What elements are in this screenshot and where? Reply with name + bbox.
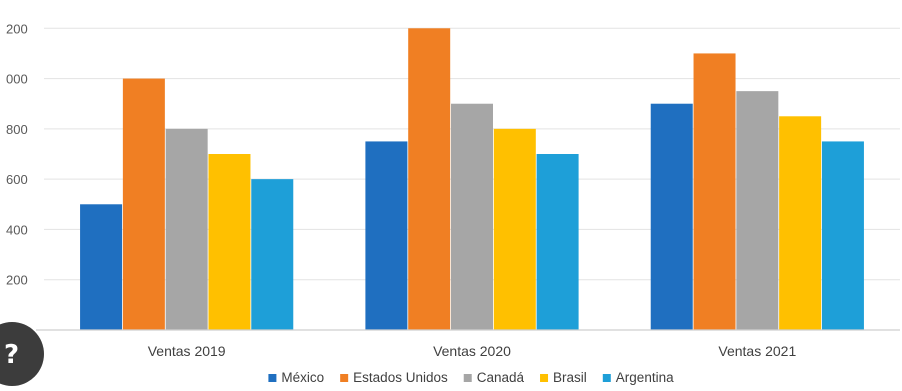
x-category-label: Ventas 2020 [433, 343, 511, 359]
legend-item[interactable]: Estados Unidos [340, 370, 448, 385]
bar-0-3 [208, 154, 251, 330]
legend-label: Argentina [616, 370, 674, 385]
bar-0-4 [251, 179, 294, 330]
legend-swatch [268, 374, 277, 382]
bar-2-3 [779, 116, 822, 331]
help-question-icon[interactable]: ? [0, 322, 44, 391]
question-glyph: ? [4, 340, 20, 370]
bar-1-4 [536, 154, 579, 330]
legend-label: Brasil [553, 370, 587, 385]
bar-0-2 [165, 128, 208, 330]
y-tick-label: 600 [6, 172, 28, 187]
legend-label: México [281, 370, 324, 385]
bar-0-0 [80, 204, 123, 330]
bar-2-0 [650, 103, 693, 330]
legend-swatch [602, 374, 611, 382]
y-tick-label: 200 [6, 273, 28, 288]
legend-item[interactable]: Brasil [540, 370, 587, 385]
y-tick-label: 000 [6, 72, 28, 87]
legend-label: Canadá [477, 370, 525, 385]
bar-2-1 [693, 53, 736, 331]
legend-item[interactable]: Argentina [602, 370, 674, 385]
bar-1-3 [493, 128, 536, 330]
x-category-label: Ventas 2021 [718, 343, 796, 359]
y-tick-label: 400 [6, 222, 28, 237]
bar-1-0 [365, 141, 408, 330]
bar-2-2 [736, 91, 779, 331]
y-tick-label: 800 [6, 122, 28, 137]
legend[interactable]: México Estados Unidos Canadá Brasil Argentin… [268, 370, 674, 385]
bar-0-1 [122, 78, 165, 330]
legend-swatch [463, 374, 472, 382]
x-category-label: Ventas 2019 [148, 343, 226, 359]
bar-1-2 [451, 103, 493, 330]
bars [80, 28, 864, 331]
legend-label: Estados Unidos [353, 370, 448, 385]
y-tick-label: 200 [6, 21, 28, 36]
legend-item[interactable]: México [268, 370, 324, 385]
bar-1-1 [408, 28, 451, 331]
legend-swatch [340, 374, 349, 382]
legend-swatch [540, 374, 549, 382]
legend-item[interactable]: Canadá [463, 370, 525, 385]
bar-2-4 [821, 141, 864, 330]
